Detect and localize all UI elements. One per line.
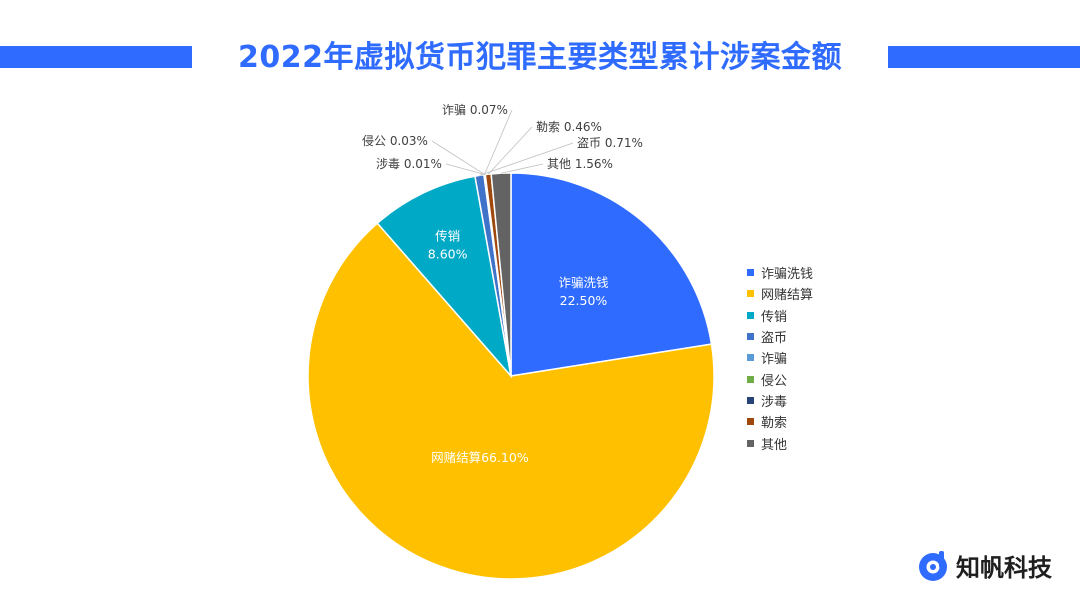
pie-slices [307,172,715,580]
legend-swatch [747,354,754,362]
legend-swatch [747,418,754,426]
data-label-其他: 其他 1.56% [547,157,613,171]
data-labels: 诈骗洗钱 22.50% 网赌结算66.10% 传销 8.60% 盗币 0.71% 诈骗 0.… [362,102,643,465]
legend-label: 其他 [761,437,788,453]
leader-lines [431,109,574,176]
legend-swatch [747,396,754,404]
leader-line-盗币 [479,142,574,176]
leader-line-勒索 [487,126,533,175]
title-decoration-left [0,46,192,68]
leader-line-诈骗 [483,109,513,175]
legend-label: 诈骗 [761,352,788,368]
legend-swatch [747,439,754,447]
legend-item-传销: 传销 [747,305,813,326]
legend-item-诈骗: 诈骗 [747,347,813,368]
legend-item-涉毒: 涉毒 [747,390,813,411]
pie-slice-网赌结算 [307,222,715,580]
legend-item-勒索: 勒索 [747,411,813,432]
zhifan-logo-icon [919,550,947,581]
legend-swatch [747,333,754,341]
legend-item-网赌结算: 网赌结算 [747,283,813,304]
data-label-诈骗: 诈骗 0.07% [442,102,508,117]
pie-slice-其他 [490,172,512,377]
data-label-网赌结算: 网赌结算66.10% [431,450,529,465]
legend-swatch [747,290,754,298]
chart-legend: 诈骗洗钱网赌结算传销盗币诈骗侵公涉毒勒索其他 [747,262,813,454]
pie-slice-诈骗洗钱 [510,172,713,377]
legend-label: 涉毒 [761,394,788,410]
legend-label: 盗币 [761,331,788,347]
legend-item-诈骗洗钱: 诈骗洗钱 [747,262,813,283]
legend-label: 侵公 [761,373,788,389]
pie-slice-传销 [376,175,513,379]
legend-item-其他: 其他 [747,432,813,453]
data-label-盗币: 盗币 0.71% [577,135,643,150]
legend-label: 传销 [761,309,788,325]
data-label-涉毒: 涉毒 0.01% [376,157,442,171]
data-label-诈骗洗钱: 诈骗洗钱 22.50% [558,275,608,308]
legend-item-侵公: 侵公 [747,368,813,389]
chart-title: 2022年虚拟货币犯罪主要类型累计涉案金额 [238,40,842,75]
legend-label: 诈骗洗钱 [761,267,814,283]
leader-line-其他 [500,163,544,174]
legend-swatch [747,311,754,319]
legend-swatch [747,375,754,383]
legend-swatch [747,269,754,277]
title-decoration-right [888,46,1080,68]
leader-line-涉毒 [445,163,486,176]
brand: 知帆科技 [916,548,1052,583]
leader-line-侵公 [431,140,486,176]
legend-label: 网赌结算 [761,288,814,304]
legend-item-盗币: 盗币 [747,326,813,347]
data-label-传销: 传销 8.60% [428,228,468,261]
data-label-勒索: 勒索 0.46% [536,120,602,134]
data-label-侵公: 侵公 0.03% [362,133,428,148]
brand-name: 知帆科技 [956,554,1052,582]
legend-label: 勒索 [761,416,788,432]
